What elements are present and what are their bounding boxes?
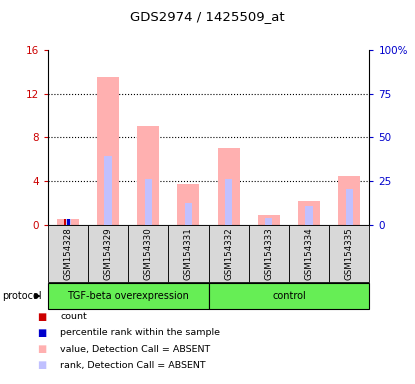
Bar <box>265 218 273 225</box>
Bar <box>137 126 159 225</box>
Bar <box>217 148 240 225</box>
Bar <box>209 225 249 282</box>
Bar <box>289 225 329 282</box>
Text: rank, Detection Call = ABSENT: rank, Detection Call = ABSENT <box>60 361 206 370</box>
Bar <box>346 189 353 225</box>
Text: protocol: protocol <box>2 291 42 301</box>
Text: GDS2974 / 1425509_at: GDS2974 / 1425509_at <box>130 10 285 23</box>
Text: TGF-beta overexpression: TGF-beta overexpression <box>67 291 189 301</box>
Text: GSM154329: GSM154329 <box>103 227 112 280</box>
Text: GSM154333: GSM154333 <box>264 227 273 280</box>
Text: ■: ■ <box>37 328 46 338</box>
Text: GSM154330: GSM154330 <box>144 227 153 280</box>
Bar <box>329 225 369 282</box>
Text: control: control <box>272 291 306 301</box>
Bar <box>64 218 71 225</box>
Bar <box>305 206 312 225</box>
Text: value, Detection Call = ABSENT: value, Detection Call = ABSENT <box>60 344 210 354</box>
Text: GSM154335: GSM154335 <box>345 227 354 280</box>
Bar <box>144 179 152 225</box>
Text: percentile rank within the sample: percentile rank within the sample <box>60 328 220 338</box>
Bar <box>168 225 209 282</box>
Text: GSM154332: GSM154332 <box>224 227 233 280</box>
Bar <box>209 283 369 309</box>
Bar <box>105 156 112 225</box>
Bar <box>249 225 289 282</box>
Bar <box>97 77 119 225</box>
Text: GSM154334: GSM154334 <box>305 227 314 280</box>
Bar <box>57 218 79 225</box>
Bar <box>225 179 232 225</box>
Text: ■: ■ <box>37 344 46 354</box>
Bar <box>88 225 128 282</box>
Text: ■: ■ <box>37 312 46 322</box>
Bar <box>128 225 168 282</box>
Text: GSM154328: GSM154328 <box>63 227 72 280</box>
Bar <box>177 184 200 225</box>
Bar <box>63 219 66 225</box>
Text: ■: ■ <box>37 360 46 370</box>
Bar <box>67 219 70 225</box>
Bar <box>298 200 320 225</box>
Text: count: count <box>60 312 87 321</box>
Bar <box>258 215 280 225</box>
Bar <box>48 283 209 309</box>
Bar <box>338 175 360 225</box>
Bar <box>185 203 192 225</box>
Text: GSM154331: GSM154331 <box>184 227 193 280</box>
Bar <box>48 225 88 282</box>
